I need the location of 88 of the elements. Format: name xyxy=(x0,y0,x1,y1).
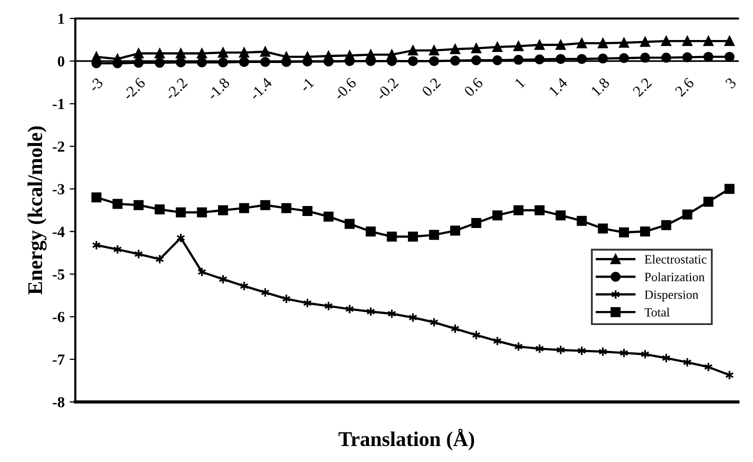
point xyxy=(408,232,418,242)
point xyxy=(703,196,714,207)
point xyxy=(471,218,482,228)
point xyxy=(324,212,334,222)
x-tick-label: -3 xyxy=(88,77,104,93)
x-tick-label: 3 xyxy=(724,77,737,89)
point xyxy=(703,52,714,62)
point xyxy=(513,41,524,52)
x-tick-label: 2.6 xyxy=(674,77,695,98)
point xyxy=(703,36,714,46)
point xyxy=(218,48,228,58)
point xyxy=(239,48,250,58)
point xyxy=(196,207,207,218)
x-tick-label: -0.2 xyxy=(375,77,399,101)
legend-label: Electrostatic xyxy=(644,254,706,264)
point xyxy=(408,45,418,56)
point xyxy=(260,46,270,57)
x-tick-label: -1.4 xyxy=(248,76,273,101)
point xyxy=(112,198,123,209)
point xyxy=(618,38,629,48)
point xyxy=(344,218,355,229)
y-tick-label: -3 xyxy=(52,184,64,194)
y-tick-label: -1 xyxy=(52,98,64,109)
y-tick-label: -2 xyxy=(52,141,64,152)
y-tick-label: -4 xyxy=(52,226,65,237)
y-tick-label: 0 xyxy=(58,56,64,67)
point xyxy=(576,216,587,226)
x-tick-label: 2.2 xyxy=(632,77,652,98)
x-tick-label: -1.8 xyxy=(206,77,230,101)
x-tick-label: -0.6 xyxy=(333,77,357,101)
x-tick-label: -2.6 xyxy=(122,77,146,101)
point xyxy=(386,232,397,242)
legend-label: Polarization xyxy=(644,272,705,282)
point xyxy=(724,184,734,194)
x-tick-label: 1.4 xyxy=(548,76,568,97)
y-tick-label: -7 xyxy=(52,354,65,365)
point xyxy=(492,42,502,52)
point xyxy=(154,48,165,58)
point xyxy=(556,40,566,50)
y-axis-title: Energy (kcal/mole) xyxy=(28,126,47,295)
point xyxy=(661,36,672,46)
point xyxy=(154,204,165,214)
point xyxy=(492,210,502,220)
point xyxy=(134,48,144,58)
point xyxy=(91,192,102,202)
point xyxy=(598,38,608,48)
legend-label: Total xyxy=(644,308,670,317)
point xyxy=(366,226,376,237)
x-tick-label: 1 xyxy=(514,77,526,88)
point xyxy=(534,205,545,216)
point xyxy=(682,36,692,46)
point xyxy=(176,207,186,218)
point xyxy=(450,226,460,236)
x-tick-label: 0.6 xyxy=(463,77,484,98)
point xyxy=(534,40,545,50)
point xyxy=(724,52,734,62)
point xyxy=(281,203,292,214)
point xyxy=(450,44,460,54)
point xyxy=(471,43,482,54)
point xyxy=(724,36,734,46)
y-tick-label: -6 xyxy=(52,312,64,322)
point xyxy=(429,45,440,56)
point xyxy=(302,206,312,216)
point xyxy=(640,226,650,237)
point xyxy=(618,227,629,238)
x-tick-label: -2.2 xyxy=(164,77,188,101)
point xyxy=(576,38,587,48)
x-axis-title: Translation (Å) xyxy=(338,428,474,450)
point xyxy=(134,200,144,210)
point xyxy=(556,210,566,220)
point xyxy=(640,36,650,47)
y-tick-label: 1 xyxy=(58,14,64,24)
point xyxy=(513,205,524,216)
point xyxy=(598,224,608,234)
x-tick-label: -1 xyxy=(299,77,314,92)
point xyxy=(196,48,207,58)
y-tick-label: -8 xyxy=(52,397,64,408)
legend-label: Dispersion xyxy=(644,290,698,302)
y-tick-label: -5 xyxy=(52,269,64,280)
point xyxy=(682,209,692,220)
point xyxy=(239,203,250,214)
point xyxy=(218,205,228,216)
point xyxy=(260,200,270,210)
x-tick-label: 1.8 xyxy=(590,77,610,97)
point xyxy=(661,220,672,230)
point xyxy=(176,48,186,58)
point xyxy=(429,230,440,240)
x-tick-label: 0.2 xyxy=(421,77,442,98)
